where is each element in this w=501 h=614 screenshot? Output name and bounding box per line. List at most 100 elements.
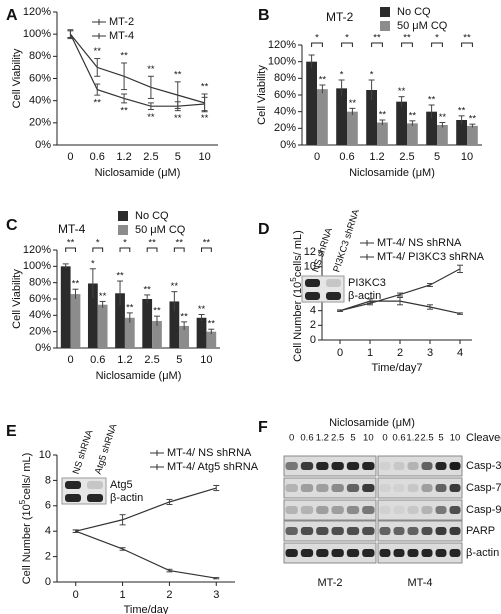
y-label-text: Cell Number (10: [21, 504, 33, 584]
chart-title: MT-2: [326, 10, 354, 24]
bar: [347, 111, 358, 145]
legend-label: 50 μM CQ: [135, 224, 186, 236]
blot-band: [407, 527, 419, 535]
y-axis-label: Cell Viability: [11, 48, 23, 108]
blot-band: [362, 506, 375, 514]
legend-swatch: [380, 21, 390, 31]
bar: [206, 331, 217, 348]
y-tick-label: 0: [310, 334, 316, 346]
lane-label: 1.2: [406, 433, 419, 444]
x-tick-label: 1.2: [117, 354, 132, 366]
bracket: [92, 247, 104, 252]
bar: [407, 123, 418, 145]
blot-band: [449, 484, 461, 492]
y-label-sup: 5: [289, 277, 298, 282]
legend-label: MT-4: [109, 30, 134, 42]
protein-label: PARP: [466, 525, 495, 537]
significance: **: [201, 82, 209, 93]
blot-band: [407, 549, 419, 557]
blot-band: [393, 549, 405, 557]
x-tick-label: 10: [461, 151, 473, 163]
blot-band: [407, 506, 419, 514]
x-tick-label: 0: [67, 151, 73, 163]
legend-label: 50 μM CQ: [397, 20, 448, 32]
x-tick-label: 10: [198, 151, 210, 163]
comparison: **: [403, 33, 411, 44]
blot-band: [300, 484, 314, 492]
x-tick-label: 2.5: [143, 151, 158, 163]
comparison: **: [373, 33, 381, 44]
lane-label: 10: [363, 433, 374, 444]
blot-band: [435, 527, 447, 535]
comparison: *: [123, 238, 127, 249]
bar: [377, 122, 388, 145]
blot-strip: [283, 520, 377, 542]
x-tick-label: 0.6: [339, 151, 354, 163]
x-tick-label: 2.5: [144, 354, 159, 366]
y-label-text: cells/ mL): [292, 230, 304, 277]
y-tick-label: 100%: [268, 56, 296, 68]
significance: **: [94, 46, 102, 57]
blot-band: [316, 549, 329, 557]
legend-label: MT-4/ PI3KC3 shRNA: [377, 251, 485, 263]
bracket: [173, 247, 185, 252]
bar: [142, 299, 153, 348]
blot-band: [435, 484, 447, 492]
legend-label: MT-4/ Atg5 shRNA: [167, 461, 259, 473]
y-tick-label: 12: [304, 246, 316, 258]
x-tick-label: 0.6: [90, 354, 105, 366]
x-tick-label: 2: [397, 347, 403, 359]
lane-label: 0: [289, 433, 294, 444]
bar: [196, 317, 207, 348]
bar: [336, 88, 347, 145]
blot-band: [285, 549, 298, 557]
bracket: [461, 42, 473, 47]
blot-band: [346, 484, 360, 492]
x-axis-label: Time/day: [124, 604, 169, 614]
comparison: *: [345, 33, 349, 44]
blot-band: [421, 549, 433, 557]
bracket: [201, 247, 212, 252]
significance: **: [116, 271, 124, 282]
legend-label: MT-2: [109, 16, 134, 28]
blot-band: [449, 527, 461, 535]
bar: [317, 89, 328, 145]
x-tick-label: 3: [427, 347, 433, 359]
blot-strip: [377, 455, 463, 477]
comparison: *: [435, 33, 439, 44]
bar: [97, 304, 108, 348]
blot-band: [300, 462, 314, 470]
series-line: [69, 33, 205, 104]
bar: [115, 293, 125, 348]
y-label-sup: 5: [18, 499, 27, 504]
blot-strip: [377, 542, 463, 564]
y-tick-label: 80%: [29, 277, 51, 289]
blot-band: [346, 549, 360, 557]
y-tick-label: 2: [45, 551, 51, 563]
blot-band: [435, 462, 447, 470]
lane-label: 0.6: [392, 433, 405, 444]
y-label-text: cells/ mL): [21, 453, 33, 500]
legend-swatch: [118, 225, 128, 235]
x-tick-label: 1: [367, 347, 373, 359]
comparison: **: [203, 238, 211, 249]
y-axis-label: Cell Number (105cells/ mL): [289, 230, 304, 362]
y-tick-label: 0%: [35, 139, 51, 151]
panel-label: D: [258, 221, 270, 238]
bracket: [371, 42, 383, 47]
bar: [456, 120, 467, 145]
blot-band: [379, 462, 391, 470]
y-tick-label: 20%: [29, 326, 51, 338]
blot-band: [421, 506, 433, 514]
blot-band: [346, 527, 360, 535]
blot-band: [393, 527, 405, 535]
blot-band: [407, 462, 419, 470]
protein-label: β-actin: [466, 547, 499, 559]
blot-band: [331, 506, 344, 514]
x-tick-label: 5: [176, 354, 182, 366]
blot-band: [331, 527, 344, 535]
significance: **: [126, 302, 134, 313]
x-tick-label: 0: [68, 354, 74, 366]
y-tick-label: 4: [310, 305, 316, 317]
bar: [152, 321, 162, 348]
